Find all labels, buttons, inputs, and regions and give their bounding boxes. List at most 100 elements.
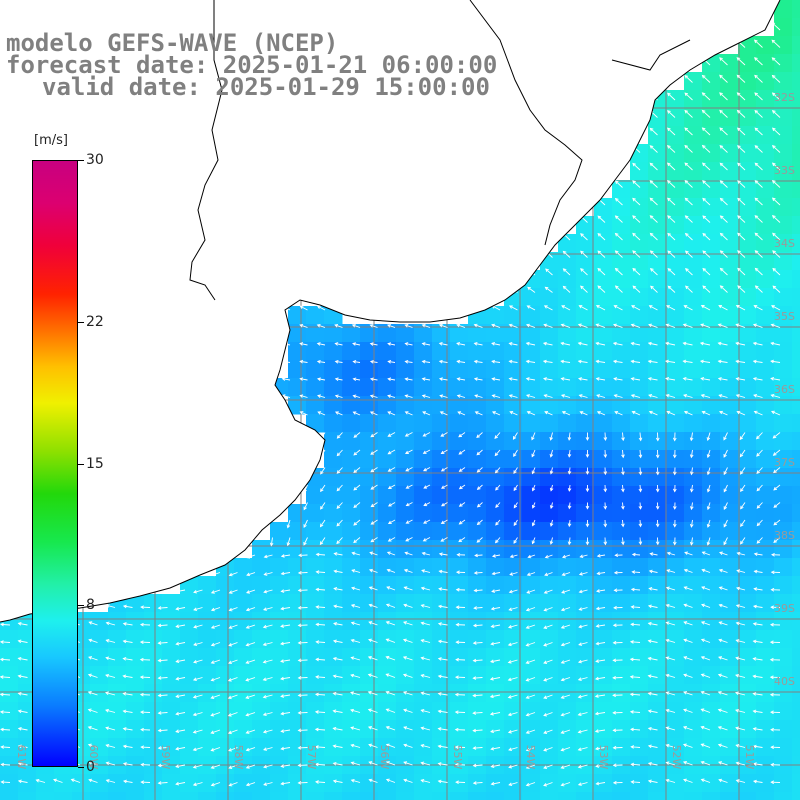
wind-speed-cell: [468, 594, 487, 613]
wind-arrow: [737, 285, 746, 293]
wind-arrow: [122, 727, 133, 731]
wind-arrow: [491, 377, 501, 381]
wind-speed-cell: [504, 558, 523, 577]
wind-speed-cell: [252, 720, 271, 739]
wind-arrow: [494, 537, 501, 544]
wind-arrow: [193, 624, 203, 629]
wind-speed-cell: [90, 612, 109, 631]
wind-arrow: [756, 502, 763, 509]
wind-arrow: [736, 57, 746, 66]
wind-arrow: [526, 410, 536, 416]
wind-arrow: [718, 568, 728, 573]
wind-speed-cell: [612, 576, 631, 595]
wind-speed-cell: [648, 612, 667, 631]
wind-speed-cell: [540, 342, 559, 361]
wind-arrow: [700, 760, 711, 766]
wind-speed-cell: [504, 504, 523, 523]
wind-arrow: [647, 639, 658, 644]
wind-speed-cell: [558, 558, 577, 577]
wind-arrow: [280, 676, 291, 681]
wind-speed-cell: [720, 450, 739, 469]
wind-speed-cell: [324, 666, 343, 685]
forecast-date: forecast date: 2025-01-21 06:00:00: [6, 51, 498, 79]
wind-arrow: [567, 449, 572, 458]
wind-speed-cell: [360, 612, 379, 631]
wind-speed-cell: [558, 414, 577, 433]
wind-speed-cell: [792, 486, 800, 505]
wind-speed-cell: [594, 774, 613, 793]
wind-speed-cell: [468, 540, 487, 559]
wind-speed-cell: [324, 612, 343, 631]
wind-arrow: [577, 712, 588, 717]
wind-speed-cell: [630, 450, 649, 469]
wind-arrow: [561, 589, 571, 594]
wind-speed-cell: [432, 450, 451, 469]
wind-arrow: [192, 782, 203, 787]
wind-speed-cell: [342, 720, 361, 739]
wind-speed-cell: [378, 324, 397, 343]
wind-arrow: [421, 569, 431, 573]
wind-arrow: [700, 725, 711, 731]
wind-arrow: [596, 571, 606, 576]
wind-arrow: [105, 656, 116, 661]
wind-speed-cell: [396, 612, 415, 631]
wind-speed-cell: [702, 576, 721, 595]
wind-arrow: [491, 359, 501, 364]
wind-speed-cell: [540, 738, 559, 757]
wind-arrow: [597, 215, 606, 223]
wind-arrow: [700, 743, 711, 748]
wind-arrow: [455, 640, 466, 645]
wind-arrow: [473, 571, 483, 575]
wind-speed-cell: [324, 504, 343, 523]
wind-arrow: [737, 145, 746, 153]
wind-arrow: [404, 324, 413, 328]
wind-arrow: [438, 569, 448, 574]
wind-speed-cell: [720, 234, 739, 253]
wind-arrow: [175, 781, 186, 786]
wind-speed-cell: [594, 324, 613, 343]
wind-speed-cell: [684, 612, 703, 631]
wind-speed-cell: [738, 504, 757, 523]
wind-arrow: [689, 537, 694, 546]
wind-arrow: [594, 711, 606, 716]
wind-arrow: [579, 554, 588, 559]
wind-arrow: [210, 677, 221, 682]
wind-arrow: [525, 729, 536, 734]
wind-arrow: [719, 551, 728, 556]
wind-arrow: [525, 377, 536, 381]
wind-arrow: [752, 622, 763, 626]
wind-speed-cell: [576, 720, 595, 739]
wind-speed-cell: [342, 396, 361, 415]
wind-arrow: [303, 484, 308, 493]
wind-speed-cell: [792, 288, 800, 307]
wind-speed-cell: [720, 360, 739, 379]
wind-arrow: [245, 712, 256, 717]
wind-speed-cell: [684, 432, 703, 451]
wind-arrow: [580, 285, 588, 293]
wind-speed-cell: [252, 630, 271, 649]
wind-speed-cell: [720, 684, 739, 703]
model-title: modelo GEFS-WAVE (NCEP): [6, 29, 339, 57]
wind-arrow: [332, 691, 343, 696]
wind-speed-cell: [450, 504, 469, 523]
wind-speed-cell: [774, 108, 793, 127]
wind-speed-cell: [666, 540, 685, 559]
wind-speed-cell: [738, 234, 757, 253]
colorbar-tick-mark: [78, 160, 84, 161]
wind-speed-cell: [288, 504, 307, 523]
wind-speed-cell: [180, 666, 199, 685]
wind-arrow: [385, 603, 396, 608]
wind-speed-cell: [702, 288, 721, 307]
wind-speed-cell: [738, 468, 757, 487]
wind-speed-cell: [486, 612, 505, 631]
wind-arrow: [303, 537, 308, 546]
wind-speed-cell: [450, 540, 469, 559]
wind-arrow: [386, 586, 396, 591]
wind-speed-cell: [576, 270, 595, 289]
wind-arrow: [723, 484, 728, 493]
wind-arrow: [717, 359, 728, 364]
wind-speed-cell: [288, 702, 307, 721]
wind-arrow: [700, 673, 711, 678]
wind-speed-cell: [540, 540, 559, 559]
wind-arrow: [719, 57, 728, 66]
